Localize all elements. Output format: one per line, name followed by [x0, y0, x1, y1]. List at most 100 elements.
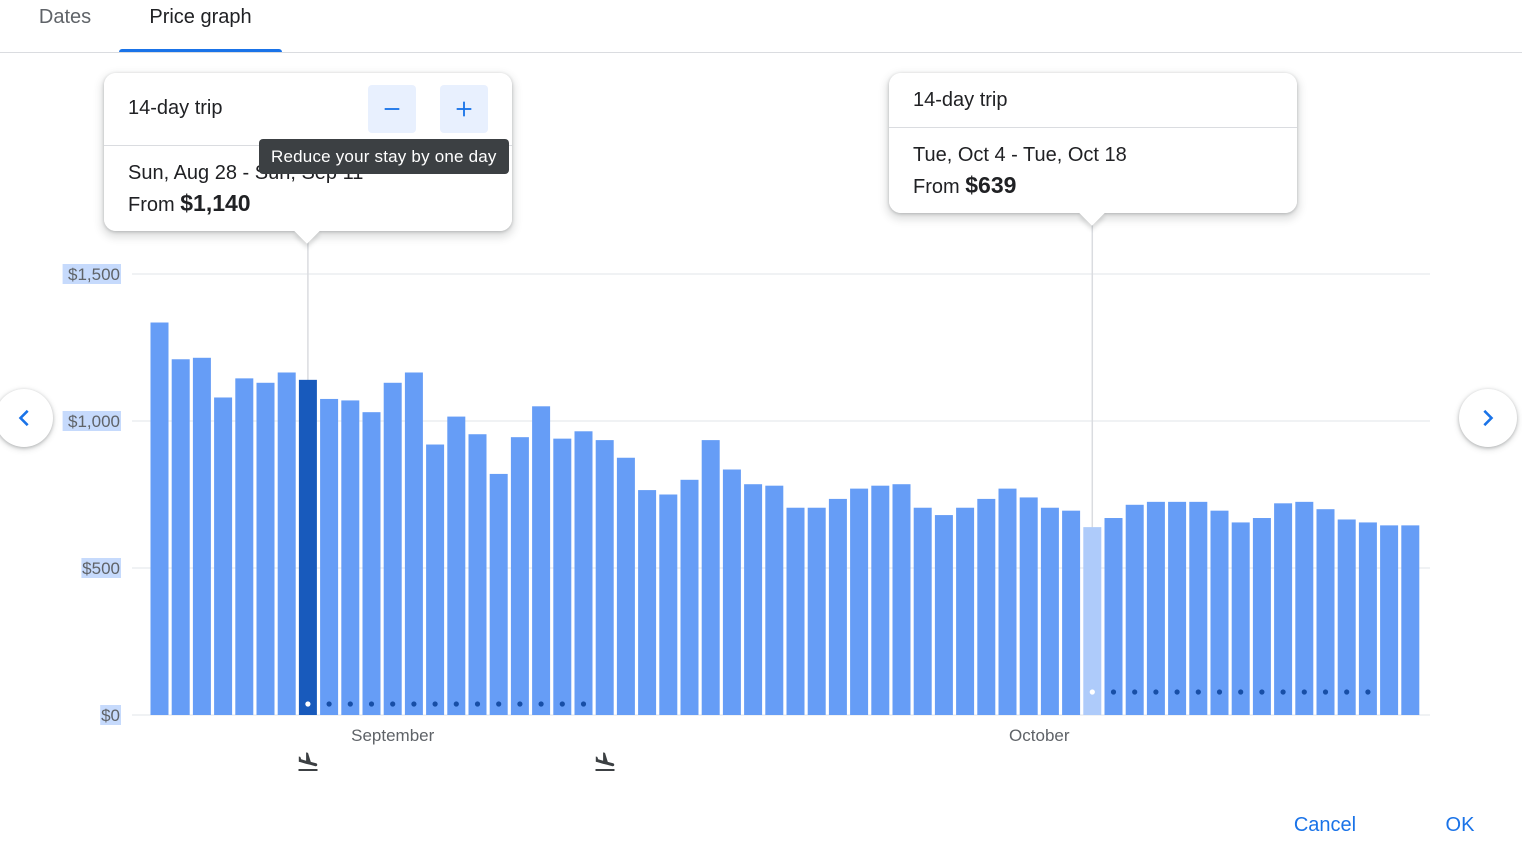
price-bar[interactable]	[850, 488, 869, 715]
price-bar[interactable]	[892, 484, 911, 715]
cancel-button[interactable]: Cancel	[1293, 814, 1357, 836]
price-bar[interactable]	[1316, 509, 1335, 715]
price-bar[interactable]	[616, 457, 635, 715]
active-tab-indicator	[119, 49, 282, 52]
price-bar[interactable]	[150, 322, 169, 715]
price-bar[interactable]	[680, 479, 699, 715]
price-bar[interactable]	[722, 469, 741, 715]
trip-day-dot	[559, 701, 565, 707]
price-bar[interactable]	[256, 382, 275, 715]
price-bar[interactable]	[765, 485, 784, 715]
price-bar[interactable]	[404, 372, 423, 715]
price-bar[interactable]	[1380, 525, 1399, 715]
price-bar[interactable]	[574, 431, 593, 715]
price-bar[interactable]	[1040, 507, 1059, 715]
price-bar[interactable]	[1274, 503, 1293, 715]
price-bar[interactable]	[468, 434, 487, 715]
price-bar[interactable]	[1189, 501, 1208, 715]
month-label: September	[351, 726, 434, 745]
y-tick-label: $1,500	[68, 265, 120, 284]
price-bar[interactable]	[510, 437, 529, 715]
trip-day-dot	[1344, 689, 1350, 695]
trip-day-dot	[1174, 689, 1180, 695]
trip-day-dot	[517, 701, 523, 707]
price-bar[interactable]	[1062, 510, 1081, 715]
price-bar[interactable]	[828, 498, 847, 715]
price-bar-selected[interactable]	[298, 379, 317, 715]
previous-dates-button[interactable]	[0, 389, 53, 447]
price-bar[interactable]	[277, 372, 296, 715]
next-dates-button[interactable]	[1459, 389, 1517, 447]
price-bar[interactable]	[1125, 504, 1144, 715]
price-bar[interactable]	[1231, 522, 1250, 715]
tab-dates[interactable]: Dates	[38, 6, 92, 28]
price-bar-hovered[interactable]	[1083, 527, 1102, 715]
price-bar[interactable]	[913, 507, 932, 715]
trip-day-dot	[453, 701, 459, 707]
trip-day-dot	[496, 701, 502, 707]
price-bar[interactable]	[341, 400, 360, 715]
tab-price-graph[interactable]: Price graph	[149, 6, 252, 28]
tab-bar: Dates Price graph	[0, 0, 1522, 53]
price-bar[interactable]	[362, 412, 381, 715]
trip-length-label: 14-day trip	[913, 89, 1008, 111]
price-bar[interactable]	[934, 515, 953, 715]
price-bar[interactable]	[977, 498, 996, 715]
price-bar[interactable]	[447, 416, 466, 715]
plane-landing-icon	[595, 752, 615, 771]
trip-day-dot	[1216, 689, 1223, 695]
reduce-stay-tooltip: Reduce your stay by one day	[259, 139, 509, 174]
reduce-stay-button[interactable]	[368, 85, 416, 133]
price-bar[interactable]	[1252, 518, 1271, 715]
price-bar[interactable]	[638, 490, 657, 715]
price-bar[interactable]	[871, 485, 890, 715]
price-bar[interactable]	[1401, 525, 1420, 715]
price-bar[interactable]	[426, 444, 445, 715]
price-bar[interactable]	[320, 398, 339, 715]
price-bar[interactable]	[1168, 501, 1187, 715]
price-bar[interactable]	[786, 507, 805, 715]
price-bar[interactable]	[532, 406, 551, 715]
price-bar[interactable]	[489, 473, 508, 715]
price-bar[interactable]	[659, 494, 678, 716]
price-bar[interactable]	[553, 438, 572, 715]
price-prefix: From	[128, 194, 175, 216]
trip-day-dot	[538, 701, 544, 707]
price-bar[interactable]	[595, 440, 614, 715]
price-bar[interactable]	[1358, 522, 1377, 715]
trip-day-dot	[390, 701, 396, 707]
price-bar[interactable]	[1019, 497, 1038, 715]
price-prefix: From	[913, 176, 960, 198]
trip-day-dot	[1280, 689, 1286, 695]
trip-day-dot	[1301, 689, 1307, 695]
trip-day-dot	[1365, 689, 1371, 695]
price-bar[interactable]	[1337, 519, 1356, 715]
price-bar[interactable]	[1104, 518, 1123, 715]
price-bar[interactable]	[235, 378, 254, 715]
trip-day-dot	[368, 701, 375, 707]
price-bar[interactable]	[998, 488, 1017, 715]
price-bar[interactable]	[701, 440, 720, 715]
chart-y-axis: $0 $500 $1,000 $1,500	[62, 264, 121, 725]
plus-icon	[456, 101, 472, 117]
ok-button[interactable]: OK	[1445, 814, 1475, 836]
trip-day-dot	[580, 701, 587, 707]
price-bar[interactable]	[956, 507, 975, 715]
chart-x-axis: September October	[351, 726, 1070, 745]
extend-stay-button[interactable]	[440, 85, 488, 133]
price-bar[interactable]	[383, 382, 402, 715]
price-bar[interactable]	[214, 397, 233, 715]
price-bar[interactable]	[807, 507, 826, 715]
price-bar[interactable]	[1210, 510, 1229, 715]
price-bar[interactable]	[744, 484, 763, 715]
trip-day-dot	[347, 701, 353, 707]
month-label: October	[1009, 726, 1070, 745]
price-bar[interactable]	[1146, 501, 1165, 715]
y-tick-label: $1,000	[68, 412, 120, 431]
price-bar[interactable]	[1295, 501, 1314, 715]
chart-bars	[150, 322, 1420, 716]
price-bar[interactable]	[192, 357, 211, 715]
trip-day-dot	[411, 701, 417, 707]
price-bar[interactable]	[171, 359, 190, 715]
